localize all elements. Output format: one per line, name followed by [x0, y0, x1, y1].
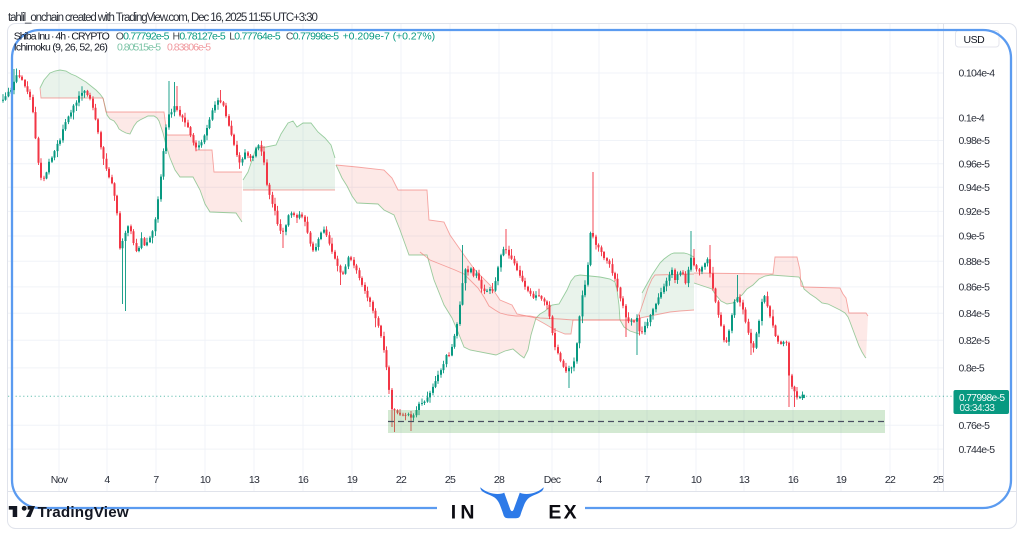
svg-text:O0.77792e-5: O0.77792e-5 [116, 30, 170, 42]
svg-text:H0.78127e-5: H0.78127e-5 [173, 30, 226, 42]
svg-text:10: 10 [691, 474, 702, 486]
svg-text:0.84e-5: 0.84e-5 [959, 308, 991, 320]
svg-text:10: 10 [200, 474, 211, 486]
svg-text:0.1e-4: 0.1e-4 [959, 113, 985, 125]
svg-text:0.92e-5: 0.92e-5 [959, 206, 991, 218]
svg-text:25: 25 [445, 474, 456, 486]
svg-text:19: 19 [347, 474, 358, 486]
svg-text:0.80515e-5: 0.80515e-5 [117, 41, 161, 53]
svg-text:0.98e-5: 0.98e-5 [959, 135, 991, 147]
svg-text:0.88e-5: 0.88e-5 [959, 256, 991, 268]
svg-text:X: X [564, 501, 577, 523]
svg-text:25: 25 [933, 474, 944, 486]
svg-text:0.96e-5: 0.96e-5 [959, 159, 991, 171]
svg-text:USD: USD [964, 34, 986, 46]
svg-text:0.77998e-5: 0.77998e-5 [959, 393, 1006, 404]
svg-text:13: 13 [249, 474, 260, 486]
svg-text:0.94e-5: 0.94e-5 [959, 182, 991, 194]
svg-text:Shiba Inu · 4h · CRYPTO: Shiba Inu · 4h · CRYPTO [14, 30, 110, 42]
svg-text:L0.77764e-5: L0.77764e-5 [229, 30, 281, 42]
svg-text:22: 22 [885, 474, 896, 486]
svg-text:19: 19 [836, 474, 847, 486]
svg-text:Nov: Nov [51, 474, 69, 486]
svg-text:0.82e-5: 0.82e-5 [959, 335, 991, 347]
svg-text:Dec: Dec [544, 474, 561, 486]
svg-text:0.744e-5: 0.744e-5 [959, 444, 996, 456]
svg-text:22: 22 [396, 474, 407, 486]
svg-text:4: 4 [104, 474, 110, 486]
svg-text:0.8e-5: 0.8e-5 [959, 363, 985, 375]
svg-text:E: E [548, 501, 561, 523]
svg-text:0.9e-5: 0.9e-5 [959, 231, 985, 243]
svg-text:0.83806e-5: 0.83806e-5 [167, 41, 211, 53]
svg-text:N: N [460, 501, 474, 523]
svg-text:+0.209e-7 (+0.27%): +0.209e-7 (+0.27%) [343, 30, 436, 42]
svg-text:0.86e-5: 0.86e-5 [959, 282, 991, 294]
svg-text:16: 16 [788, 474, 799, 486]
svg-text:13: 13 [739, 474, 750, 486]
svg-text:C0.77998e-5: C0.77998e-5 [286, 30, 339, 42]
svg-text:7: 7 [153, 474, 159, 486]
svg-text:7: 7 [644, 474, 650, 486]
svg-text:28: 28 [494, 474, 505, 486]
svg-text:0.76e-5: 0.76e-5 [959, 420, 991, 432]
svg-text:I: I [451, 501, 456, 523]
svg-text:TradingView: TradingView [38, 504, 129, 521]
svg-text:03:34:33: 03:34:33 [960, 403, 996, 414]
svg-text:Ichimoku (9, 26, 52, 26): Ichimoku (9, 26, 52, 26) [14, 41, 108, 53]
svg-text:0.104e-4: 0.104e-4 [959, 68, 996, 80]
svg-text:4: 4 [596, 474, 602, 486]
svg-text:tahlil_onchain created with Tr: tahlil_onchain created with TradingView.… [8, 12, 317, 24]
svg-text:16: 16 [298, 474, 309, 486]
